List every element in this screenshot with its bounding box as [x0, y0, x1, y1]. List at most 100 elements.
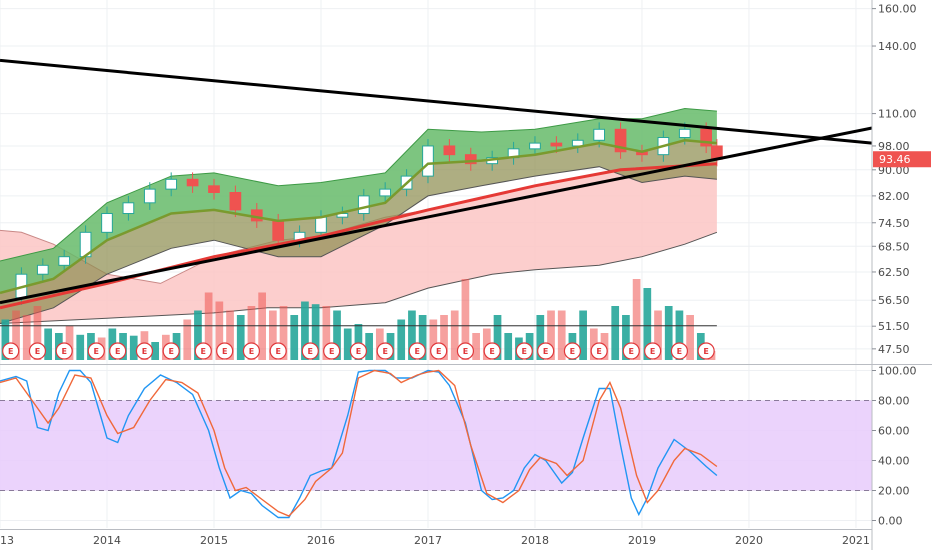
earnings-marker-circle[interactable]: [162, 342, 180, 360]
candle-body: [443, 145, 456, 156]
earnings-marker-circle[interactable]: [55, 342, 73, 360]
earnings-marker-label: E: [677, 347, 682, 356]
earnings-marker-circle[interactable]: [269, 342, 287, 360]
volume-bar: [686, 315, 694, 360]
earnings-marker[interactable]: E: [269, 342, 287, 360]
earnings-marker[interactable]: E: [670, 342, 689, 360]
earnings-marker[interactable]: E: [456, 342, 475, 360]
lower-trendline[interactable]: [0, 126, 873, 305]
earnings-marker-circle[interactable]: [670, 342, 689, 360]
earnings-marker[interactable]: E: [376, 342, 394, 360]
earnings-marker-label: E: [436, 347, 441, 356]
oscillator-tick-label: 0.00: [878, 515, 903, 528]
earnings-marker-circle[interactable]: [2, 342, 20, 360]
earnings-marker-circle[interactable]: [563, 342, 582, 360]
volume-bar: [268, 310, 277, 360]
earnings-marker[interactable]: E: [28, 342, 47, 360]
earnings-marker[interactable]: E: [563, 342, 582, 360]
volume-bar: [611, 306, 620, 360]
earnings-marker-circle[interactable]: [28, 342, 47, 360]
earnings-marker-circle[interactable]: [622, 342, 640, 360]
trendlines[interactable]: [0, 58, 873, 305]
price-tick-label: 74.50: [878, 217, 910, 230]
earnings-marker[interactable]: E: [135, 342, 154, 360]
volume-bar: [22, 315, 31, 360]
earnings-marker-label: E: [168, 347, 173, 356]
earnings-marker-circle[interactable]: [216, 342, 234, 360]
stochastic-zone: [0, 400, 872, 491]
earnings-marker[interactable]: E: [349, 342, 368, 360]
time-tick-label: 2015: [200, 534, 228, 547]
earnings-marker-circle[interactable]: [376, 342, 394, 360]
price-tick-label: 62.50: [878, 266, 910, 279]
volume-bar: [461, 279, 470, 360]
volume-bar: [408, 310, 416, 360]
earnings-marker[interactable]: E: [622, 342, 640, 360]
price-tick-label: 82.00: [878, 190, 910, 203]
earnings-marker[interactable]: E: [301, 342, 319, 360]
earnings-marker-circle[interactable]: [644, 342, 662, 360]
price-tick-label: 140.00: [878, 40, 917, 53]
earnings-marker-circle[interactable]: [483, 342, 501, 360]
earnings-marker-circle[interactable]: [537, 342, 555, 360]
volume-bar: [76, 334, 85, 360]
earnings-marker-circle[interactable]: [242, 342, 261, 360]
earnings-marker[interactable]: E: [323, 342, 341, 360]
earnings-marker[interactable]: E: [194, 342, 212, 360]
volume-bar: [397, 319, 406, 360]
volume-layer: [0, 279, 717, 360]
earnings-marker[interactable]: E: [430, 342, 448, 360]
earnings-marker-circle[interactable]: [109, 342, 127, 360]
volume-bar: [536, 315, 545, 360]
volume-bar: [429, 319, 438, 360]
earnings-marker-circle[interactable]: [515, 342, 533, 360]
price-layer: [15, 122, 723, 305]
volume-bar: [1, 319, 10, 360]
volume-bar: [365, 333, 373, 360]
volume-bar: [418, 315, 427, 360]
earnings-marker-label: E: [596, 347, 601, 356]
earnings-marker-circle[interactable]: [323, 342, 341, 360]
earnings-marker-circle[interactable]: [430, 342, 448, 360]
oscillator-tick-label: 20.00: [878, 485, 910, 498]
earnings-marker[interactable]: E: [644, 342, 662, 360]
upper-trendline[interactable]: [0, 58, 873, 145]
earnings-marker[interactable]: E: [537, 342, 555, 360]
earnings-marker[interactable]: E: [216, 342, 234, 360]
earnings-marker[interactable]: E: [87, 342, 105, 360]
stochastic-lines: [0, 369, 718, 519]
volume-bar: [236, 315, 245, 360]
earnings-marker-circle[interactable]: [194, 342, 212, 360]
earnings-marker-circle[interactable]: [301, 342, 319, 360]
earnings-marker-circle[interactable]: [590, 342, 608, 360]
earnings-marker-circle[interactable]: [349, 342, 368, 360]
volume-bar: [622, 315, 630, 360]
candle-body: [208, 185, 220, 193]
earnings-marker[interactable]: E: [697, 342, 715, 360]
time-tick-label: 2019: [628, 534, 656, 547]
earnings-marker[interactable]: E: [109, 342, 127, 360]
earnings-marker[interactable]: E: [55, 342, 73, 360]
earnings-marker-circle[interactable]: [87, 342, 105, 360]
earnings-marker-circle[interactable]: [697, 342, 715, 360]
volume-bar: [547, 310, 555, 360]
candle-body: [101, 213, 113, 233]
earnings-marker-circle[interactable]: [135, 342, 154, 360]
earnings-marker-label: E: [94, 347, 99, 356]
earnings-marker[interactable]: E: [242, 342, 261, 360]
earnings-marker[interactable]: E: [408, 342, 426, 360]
earnings-marker[interactable]: E: [2, 342, 20, 360]
earnings-marker[interactable]: E: [515, 342, 533, 360]
earnings-marker[interactable]: E: [483, 342, 501, 360]
candle-body: [186, 178, 199, 187]
earnings-marker-label: E: [650, 347, 655, 356]
earnings-marker[interactable]: E: [162, 342, 180, 360]
earnings-marker-circle[interactable]: [456, 342, 475, 360]
earnings-marker[interactable]: E: [590, 342, 608, 360]
earnings-marker-label: E: [329, 347, 334, 356]
earnings-marker-label: E: [522, 347, 527, 356]
earnings-marker-circle[interactable]: [408, 342, 426, 360]
